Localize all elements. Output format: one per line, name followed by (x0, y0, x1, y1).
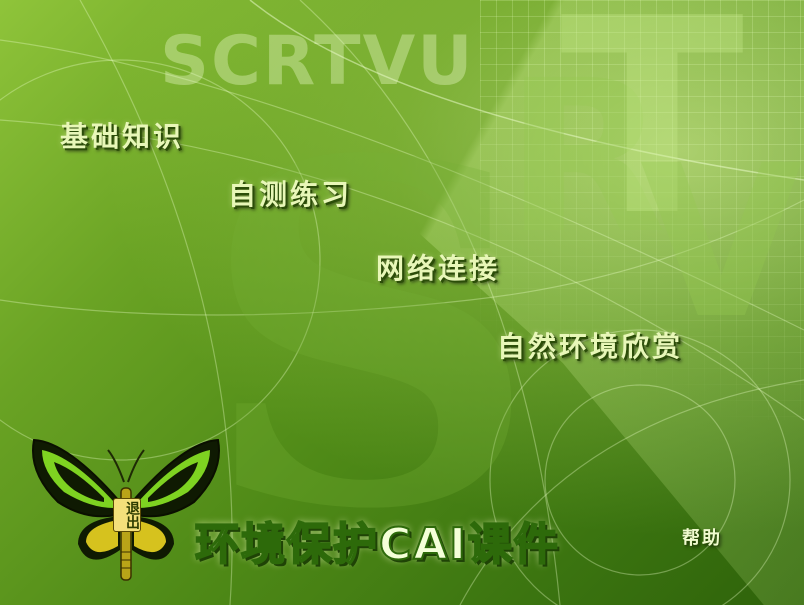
watermark-letter-v: V (640, 120, 803, 365)
course-title: 环境保护CAI课件 (194, 518, 560, 571)
menu-basics-button[interactable]: 基础知识 (60, 120, 185, 153)
menu-network-button[interactable]: 网络连接 (376, 252, 501, 285)
background-grid (480, 0, 804, 420)
watermark-scrtvu: SCRTVU (160, 22, 475, 101)
menu-nature-button[interactable]: 自然环境欣赏 (497, 330, 684, 363)
watermark-letter-s: S (200, 60, 540, 605)
menu-self-test-button[interactable]: 自测练习 (228, 178, 353, 211)
watermark-letter-r: R (505, 35, 667, 280)
butterfly-icon[interactable] (28, 432, 224, 584)
help-button[interactable]: 帮助 (682, 528, 722, 549)
exit-button[interactable]: 退出 (113, 498, 141, 532)
watermark-letter-t: T (560, 0, 745, 275)
